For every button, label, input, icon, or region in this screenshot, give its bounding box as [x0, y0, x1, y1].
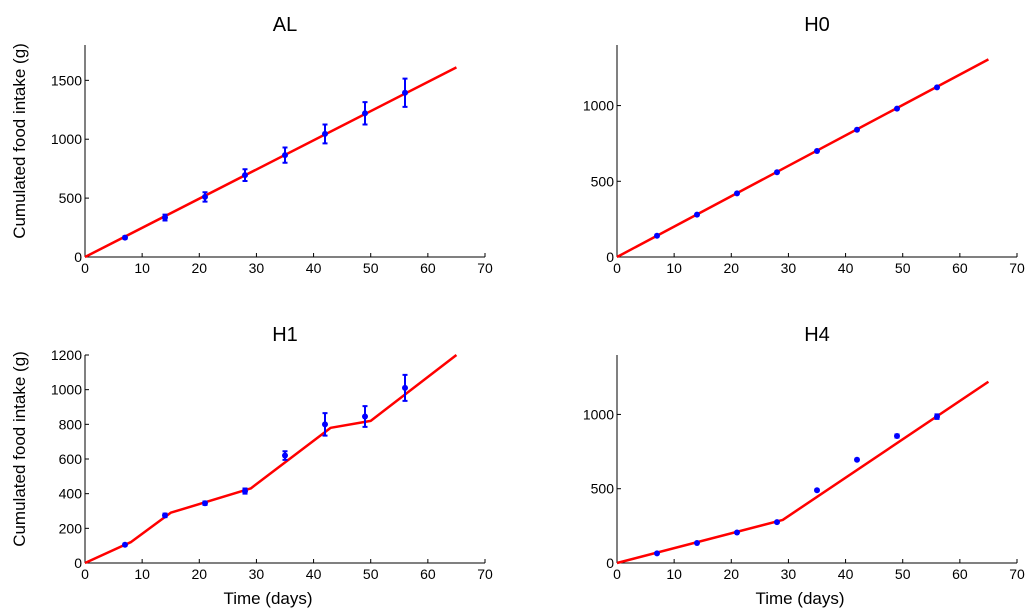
panel-h4: 0 10 20 30 40 50 60 70 0 500 1000 H4 Time (days)	[583, 324, 1025, 608]
x-tick-label: 20	[723, 566, 739, 582]
data-point	[362, 413, 368, 420]
panel-title: AL	[273, 14, 297, 36]
y-tick-label: 1000	[51, 382, 82, 398]
x-tick-label: 30	[781, 566, 797, 582]
x-tick-label: 0	[613, 566, 621, 582]
y-tick-label: 1000	[583, 406, 614, 422]
x-tick-label: 20	[191, 260, 207, 276]
y-tick-label: 200	[59, 520, 83, 536]
x-tick-label: 60	[420, 566, 436, 582]
y-tick-label: 1000	[51, 131, 82, 147]
data-point	[894, 105, 900, 112]
x-tick-label: 60	[952, 566, 968, 582]
data-point	[402, 89, 408, 96]
panel-al: 0 10 20 30 40 50 60 70 0 500 1000 1500 AL Cumulated f…	[10, 14, 493, 276]
x-tick-label: 40	[306, 566, 322, 582]
x-tick-label: 30	[781, 260, 797, 276]
y-tick-label: 1500	[51, 72, 82, 88]
x-tick-label: 30	[249, 260, 265, 276]
fit-line	[616, 58, 990, 259]
fit-line	[84, 354, 458, 565]
data-point	[694, 211, 700, 218]
data-point	[694, 539, 700, 546]
y-tick-label: 1000	[583, 98, 614, 114]
x-tick-label: 70	[1009, 566, 1025, 582]
data-point	[242, 172, 248, 179]
y-tick-label: 500	[59, 190, 83, 206]
x-tick-label: 40	[838, 260, 854, 276]
y-tick-label: 800	[59, 416, 83, 432]
y-axis-label: Cumulated food intake (g)	[10, 351, 29, 547]
data-point	[122, 234, 128, 241]
y-tick-label: 1200	[51, 347, 82, 363]
y-tick-label: 400	[59, 486, 83, 502]
y-tick-label: 0	[74, 555, 82, 571]
data-point	[202, 193, 208, 200]
data-point	[934, 84, 940, 91]
x-axis-label: Time (days)	[223, 589, 312, 608]
panel-title: H0	[804, 14, 830, 36]
data-point	[402, 384, 408, 391]
x-tick-label: 70	[1009, 260, 1025, 276]
x-tick-label: 70	[477, 566, 493, 582]
y-tick-label: 600	[59, 451, 83, 467]
x-tick-label: 60	[952, 260, 968, 276]
x-tick-label: 50	[363, 260, 379, 276]
data-point	[814, 487, 820, 494]
x-tick-label: 10	[134, 566, 150, 582]
y-tick-label: 500	[591, 173, 615, 189]
x-tick-label: 60	[420, 260, 436, 276]
fit-line	[616, 380, 990, 565]
data-point	[854, 456, 860, 463]
data-point	[854, 126, 860, 133]
x-tick-label: 70	[477, 260, 493, 276]
data-point	[774, 519, 780, 526]
data-point	[242, 488, 248, 495]
x-tick-label: 30	[249, 566, 265, 582]
data-point	[734, 529, 740, 536]
data-point	[122, 541, 128, 548]
x-axis-label: Time (days)	[755, 589, 844, 608]
x-tick-label: 40	[838, 566, 854, 582]
x-tick-label: 10	[666, 566, 682, 582]
data-point	[282, 452, 288, 459]
x-tick-label: 10	[666, 260, 682, 276]
data-point	[654, 232, 660, 239]
y-tick-label: 0	[606, 249, 614, 265]
x-tick-label: 50	[363, 566, 379, 582]
x-tick-label: 40	[306, 260, 322, 276]
x-tick-label: 20	[723, 260, 739, 276]
x-tick-label: 10	[134, 260, 150, 276]
data-point	[774, 169, 780, 176]
panel-h0: 0 10 20 30 40 50 60 70 0 500 1000 H0	[583, 14, 1025, 276]
x-tick-label: 50	[895, 260, 911, 276]
x-tick-label: 50	[895, 566, 911, 582]
data-point	[934, 413, 940, 420]
panel-h1: 0 10 20 30 40 50 60 70 0 200 400 600 800 1000 1200 H1 Ti…	[10, 324, 493, 608]
fit-line	[84, 66, 457, 259]
data-point	[894, 432, 900, 439]
x-tick-label: 0	[81, 566, 89, 582]
data-point	[362, 110, 368, 117]
data-point	[814, 148, 820, 154]
y-tick-label: 0	[606, 555, 614, 571]
panel-title: H4	[804, 324, 830, 346]
data-point	[654, 550, 660, 557]
y-axis-label: Cumulated food intake (g)	[10, 43, 29, 239]
y-tick-label: 0	[74, 249, 82, 265]
data-point	[322, 421, 328, 428]
data-point	[162, 512, 168, 519]
y-tick-label: 500	[591, 481, 615, 497]
data-point	[162, 214, 168, 221]
panel-title: H1	[272, 324, 298, 346]
x-tick-label: 20	[191, 566, 207, 582]
x-tick-label: 0	[613, 260, 621, 276]
data-point	[322, 130, 328, 137]
data-point	[734, 190, 740, 197]
data-point	[282, 152, 288, 159]
x-tick-label: 0	[81, 260, 89, 276]
data-point	[202, 500, 208, 507]
